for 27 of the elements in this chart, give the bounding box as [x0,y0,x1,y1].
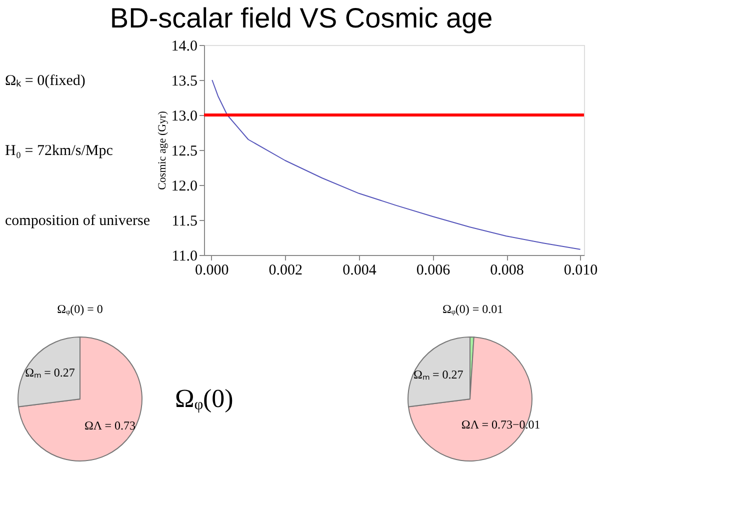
x-tick-label: 0.008 [490,262,524,278]
y-tick-label: 12.0 [171,178,198,194]
x-tick-label: 0.000 [195,262,229,278]
y-axis-title: Cosmic age (Gyr) [156,110,168,190]
y-tick-label: 13.5 [171,74,198,90]
y-tick-label: 14.0 [171,38,198,54]
slice-label: Ωₘ = 0.27 [25,366,75,380]
y-tick-label: 13.0 [171,108,198,124]
chart-title: BD-scalar field VS Cosmic age [110,2,493,34]
text: H₀ = 72km/s/Mpc [5,143,114,159]
text: composition of universe [5,213,150,229]
slice-label: ΩΛ = 0.73−0.01 [461,417,540,432]
text: Ωᵩ(0) [175,384,234,413]
x-tick-label: 0.002 [268,262,303,278]
y-tick-label: 11.0 [172,248,198,264]
x-tick-label: 0.010 [564,262,598,278]
x-tick-label: 0.006 [416,262,451,278]
line-series [212,80,581,250]
pie-slice [18,336,142,462]
y-tick-label: 12.5 [171,144,198,160]
text: Ωₖ = 0(fixed) [5,73,86,89]
slice-label: Ωₘ = 0.27 [414,367,464,382]
slice-label: ΩΛ = 0.73 [84,418,136,432]
x-tick-label: 0.004 [342,262,377,278]
y-tick-label: 11.5 [172,214,198,230]
category-label: Ωᵩ(0) = 0 [57,302,103,316]
slice-label: Ωᵩ(0) = 0.01 [442,302,504,316]
